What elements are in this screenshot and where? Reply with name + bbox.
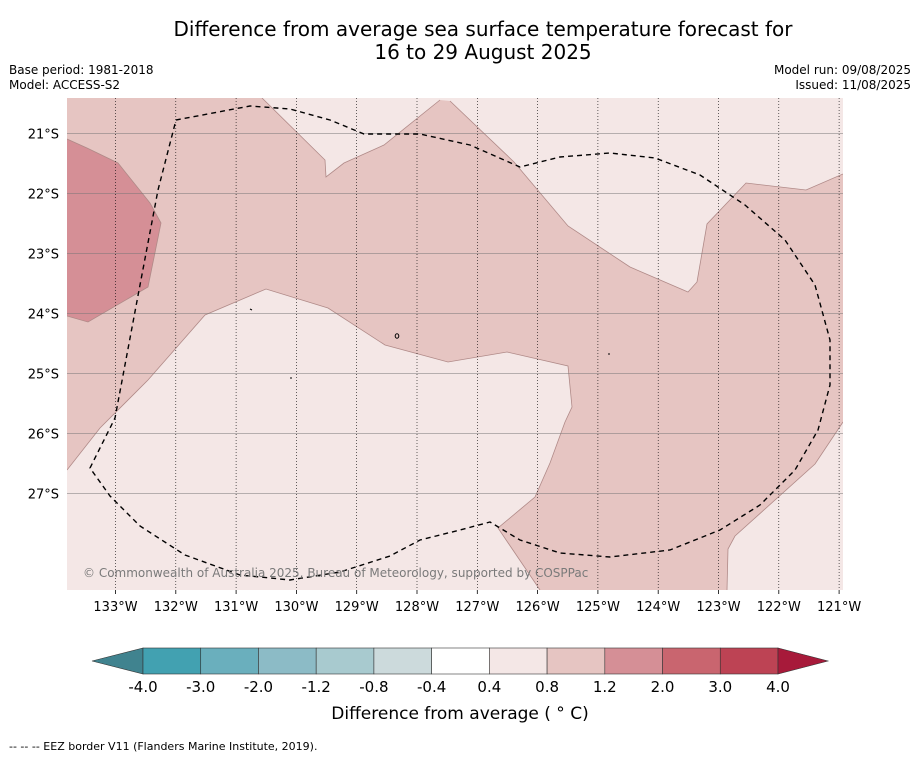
lon-label: 125°W — [576, 600, 620, 615]
lon-label: 128°W — [395, 600, 439, 615]
island-markers — [249, 308, 610, 379]
colorbar-title: Difference from average ( ° C) — [331, 704, 589, 724]
colorbar-segment — [662, 647, 721, 675]
chart-title: Difference from average sea surface temp… — [0, 18, 919, 64]
colorbar-segment — [431, 647, 490, 675]
colorbar-segment — [546, 647, 606, 675]
longitude-labels: 133°W 132°W 131°W 130°W 129°W 128°W 127°W 126°W… — [93, 590, 861, 615]
colorbar-under-arrow — [91, 647, 144, 675]
lat-label: 23°S — [28, 248, 59, 263]
lon-label: 129°W — [335, 600, 379, 615]
colorbar-segment — [373, 647, 432, 675]
lat-label: 26°S — [28, 428, 59, 443]
model-run: Model run: 09/08/2025 — [773, 63, 911, 77]
model-name: Model: ACCESS-S2 — [9, 78, 121, 92]
colorbar-tick-label: -0.8 — [359, 678, 388, 696]
lat-label: 24°S — [28, 308, 59, 323]
colorbar-tick-label: -0.4 — [417, 678, 446, 696]
colorbar-tick-label: 0.4 — [477, 678, 501, 696]
lat-label: 27°S — [28, 488, 59, 503]
anomaly-contour-lines — [67, 98, 843, 590]
colorbar-tick-label: 1.2 — [593, 678, 617, 696]
lon-label: 126°W — [516, 600, 560, 615]
lon-label: 131°W — [214, 600, 258, 615]
title-line-1: Difference from average sea surface temp… — [173, 17, 793, 41]
base-period: Base period: 1981-2018 — [9, 63, 154, 77]
map-fill-layer: © Commonwealth of Australia 2025, Bureau… — [67, 98, 843, 590]
lon-label: 121°W — [817, 600, 861, 615]
colorbar-segment — [142, 647, 202, 675]
lon-label: 123°W — [696, 600, 740, 615]
lon-label: 133°W — [93, 600, 137, 615]
anomaly-region-0.8-1.2-upper — [67, 98, 843, 590]
colorbar-tick-label: 2.0 — [651, 678, 675, 696]
lon-label: 122°W — [757, 600, 801, 615]
colorbar-tick-label: -1.2 — [302, 678, 331, 696]
map-panel: © Commonwealth of Australia 2025, Bureau… — [28, 98, 861, 615]
lon-label: 127°W — [455, 600, 499, 615]
colorbar-over-arrow — [777, 647, 830, 675]
lat-label: 25°S — [28, 368, 59, 383]
lat-label: 22°S — [28, 188, 59, 203]
eez-border — [89, 105, 831, 581]
eez-legend-note: -- -- -- EEZ border V11 (Flanders Marine… — [9, 740, 318, 753]
model-info: Base period: 1981-2018 Model: ACCESS-S2 — [9, 63, 154, 93]
copyright-notice: © Commonwealth of Australia 2025, Bureau… — [83, 566, 588, 580]
colorbar-tick-label: -2.0 — [244, 678, 273, 696]
colorbar-tick-label: 3.0 — [708, 678, 732, 696]
colorbar-tick-label: -3.0 — [186, 678, 215, 696]
colorbar-segment — [315, 647, 375, 675]
colorbar-tick-label: 4.0 — [766, 678, 790, 696]
colorbar-segment — [258, 647, 317, 675]
colorbar-tick-label: 0.8 — [535, 678, 559, 696]
lon-label: 130°W — [274, 600, 318, 615]
run-info: Model run: 09/08/2025 Issued: 11/08/2025 — [774, 63, 911, 93]
anomaly-region-1.2-2.0 — [67, 139, 161, 322]
colorbar-segment — [719, 647, 779, 675]
colorbar-tick-label: -4.0 — [128, 678, 157, 696]
graticule — [67, 98, 843, 590]
lon-label: 124°W — [636, 600, 680, 615]
issued-date: Issued: 11/08/2025 — [795, 78, 911, 92]
lon-label: 132°W — [154, 600, 198, 615]
title-line-2: 16 to 29 August 2025 — [374, 40, 592, 64]
colorbar-segment — [489, 647, 548, 675]
colorbar: -4.0 -3.0 -2.0 -1.2 -0.8 -0.4 0.4 0.8 1.2 2.0 3.0 4… — [91, 647, 830, 696]
lat-label: 21°S — [28, 128, 59, 143]
latitude-labels: 21°S 22°S 23°S 24°S 25°S 26°S 27°S — [28, 128, 59, 503]
colorbar-segment — [200, 647, 259, 675]
colorbar-segment — [604, 647, 663, 675]
